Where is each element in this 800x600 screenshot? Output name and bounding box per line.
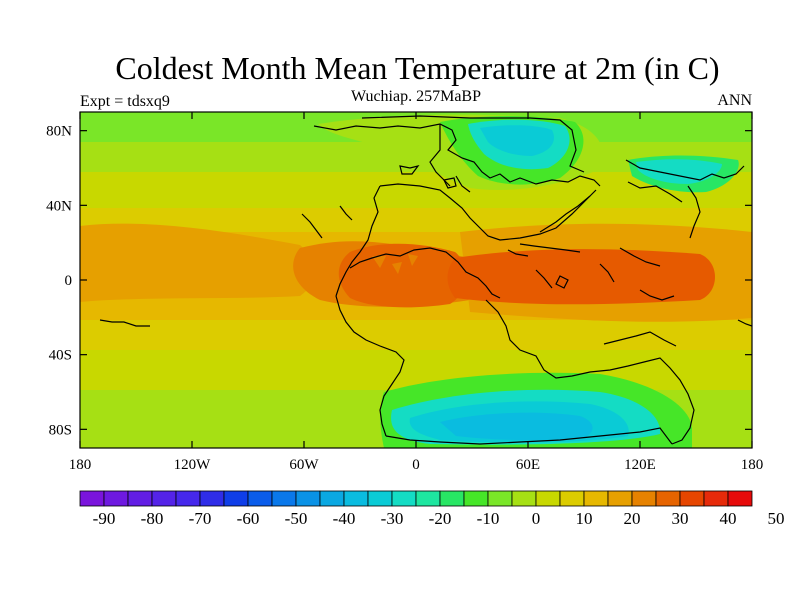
lat-tick-label: 40S [49,348,72,364]
colorbar-label: 10 [576,509,593,528]
colorbar-swatch [103,490,129,507]
colorbar-label: -40 [333,509,356,528]
lat-tick-label: 80N [46,124,72,140]
colorbar: -90 -80 -70 -60 -50 -40 -30 -20 -10 0 10 20 30 40 50 [79,490,785,528]
colorbar-swatch [295,490,321,507]
colorbar-swatch [223,490,249,507]
lat-tick-label: 80S [49,422,72,438]
colorbar-label: 40 [720,509,737,528]
colorbar-label: 30 [672,509,689,528]
colorbar-swatch [463,490,489,507]
axis-ticks: 180 120W 60W 0 60E 120E 180 80N 40N 0 40S 80S [46,112,763,473]
colorbar-swatch [343,490,369,507]
colorbar-swatch [511,490,537,507]
experiment-label: Expt = tdsxq9 [80,93,170,110]
season-label: ANN [717,92,752,109]
lon-tick-label: 120W [174,457,212,473]
map-title: Coldest Month Mean Temperature at 2m (in… [115,50,720,86]
colorbar-swatch [319,490,345,507]
colorbar-label: -80 [141,509,164,528]
lon-tick-label: 120E [624,457,656,473]
colorbar-swatch [703,490,729,507]
lat-tick-label: 0 [65,273,73,289]
map-subtitle: Wuchiap. 257MaBP [350,88,481,105]
temperature-field [80,112,752,448]
colorbar-swatch [607,490,633,507]
colorbar-label: 0 [532,509,541,528]
colorbar-label: -70 [189,509,212,528]
colorbar-label: -90 [93,509,116,528]
colorbar-label: 20 [624,509,641,528]
colorbar-swatch [727,490,753,507]
colorbar-label: -10 [477,509,500,528]
colorbar-label: -60 [237,509,260,528]
colorbar-swatch [487,490,513,507]
colorbar-swatch [559,490,585,507]
lat-tick-label: 40N [46,198,72,214]
colorbar-swatch [127,490,153,507]
colorbar-swatch [679,490,705,507]
lon-tick-label: 180 [69,457,92,473]
lon-tick-label: 0 [412,457,420,473]
colorbar-swatch [415,490,441,507]
colorbar-swatch [151,490,177,507]
colorbar-swatch [79,490,105,507]
colorbar-swatch [175,490,201,507]
lon-tick-label: 60E [516,457,540,473]
coastlines [99,115,752,445]
colorbar-swatch [439,490,465,507]
lon-tick-label: 180 [741,457,764,473]
colorbar-swatch [535,490,561,507]
colorbar-swatch [247,490,273,507]
colorbar-swatch [367,490,393,507]
colorbar-swatch [655,490,681,507]
colorbar-swatch [271,490,297,507]
colorbar-label: -30 [381,509,404,528]
colorbar-label: 50 [768,509,785,528]
colorbar-swatch [391,490,417,507]
colorbar-swatch [199,490,225,507]
colorbar-swatch [631,490,657,507]
colorbar-label: -20 [429,509,452,528]
colorbar-swatch [583,490,609,507]
colorbar-label: -50 [285,509,308,528]
lon-tick-label: 60W [289,457,319,473]
